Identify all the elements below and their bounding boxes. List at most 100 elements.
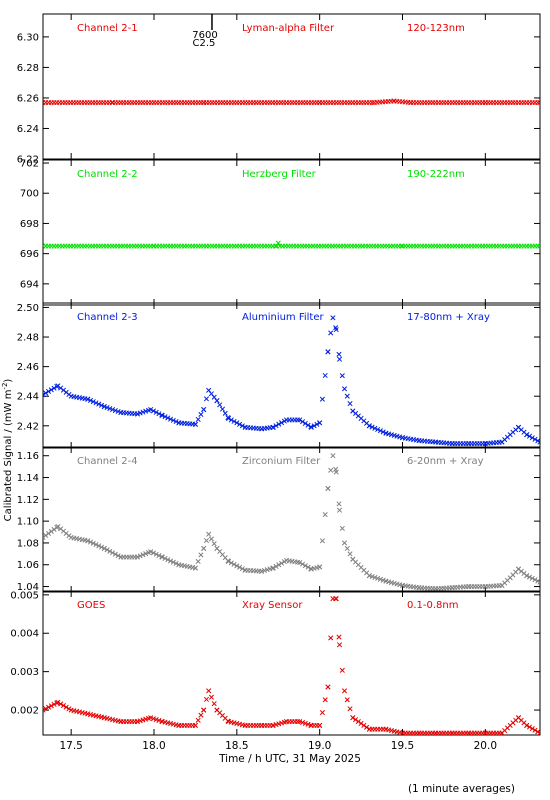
x-tick-label: 20.0: [474, 740, 497, 752]
data-point: [328, 467, 334, 473]
data-point: [336, 351, 342, 357]
data-point: [537, 439, 540, 445]
y-tick-label: 6.30: [17, 32, 39, 43]
data-point: [43, 392, 46, 398]
data-point: [380, 429, 386, 435]
data-point: [398, 243, 404, 249]
data-point: [366, 573, 372, 579]
y-tick-label: 1.08: [17, 538, 39, 549]
data-point: [341, 688, 348, 694]
data-point: [344, 545, 350, 551]
data-point: [308, 424, 314, 430]
data-point: [297, 417, 303, 423]
data-point: [319, 396, 325, 402]
panel-1: 6.22 6.24 6.26 6.28 6.30 Channel 2-1 Lyman-alp…: [17, 13, 541, 166]
data-point: [107, 405, 113, 412]
panel-frame: [42, 302, 541, 449]
data-point: [526, 724, 533, 730]
data-point: [201, 406, 207, 413]
data-point: [350, 715, 356, 721]
y-tick-label: 0.005: [10, 590, 39, 601]
data-point: [211, 701, 217, 707]
data-point: [203, 537, 210, 544]
data-point: [372, 574, 378, 581]
data-points: [43, 596, 540, 735]
data-point: [143, 551, 149, 557]
panel-3: 2.42 2.44 2.46 2.48 2.50 Channel 2-3 Aluminium…: [17, 302, 541, 449]
flare-marker: 7600 C2.5: [192, 14, 218, 49]
data-point: [85, 538, 91, 544]
data-point: [341, 386, 348, 392]
data-point: [85, 396, 91, 402]
data-point: [361, 722, 367, 728]
data-point: [234, 420, 240, 426]
data-point: [48, 387, 54, 393]
data-point: [237, 564, 243, 570]
data-point: [532, 577, 538, 583]
y-tick-label: 700: [20, 189, 39, 200]
data-point: [195, 558, 201, 565]
y-tick-label: 1.12: [17, 495, 39, 506]
y-tick-label: 0.004: [10, 629, 39, 640]
data-point: [299, 561, 306, 567]
y-tick-label: 1.14: [17, 473, 39, 484]
y-tick-label: 6.22: [17, 155, 39, 166]
panel-frame: [42, 590, 541, 736]
data-point: [198, 411, 204, 418]
data-point: [192, 722, 198, 728]
data-point: [104, 547, 110, 553]
data-point: [45, 704, 52, 710]
data-point: [153, 409, 159, 415]
data-point: [297, 719, 303, 725]
data-point: [295, 719, 301, 725]
flare-marker-class: C2.5: [193, 38, 216, 49]
data-point: [162, 555, 168, 561]
y-tick-label: 2.42: [17, 421, 39, 432]
data-point: [43, 707, 46, 713]
data-point: [112, 551, 118, 557]
data-point: [148, 549, 154, 555]
data-point: [529, 575, 535, 581]
data-point: [347, 401, 353, 407]
data-point: [372, 425, 378, 431]
data-point: [140, 409, 146, 415]
data-point: [380, 577, 386, 583]
data-point: [228, 560, 234, 566]
data-point: [305, 422, 311, 428]
data-point: [322, 697, 328, 703]
data-point: [358, 720, 364, 727]
data-point: [203, 696, 210, 702]
data-point: [195, 416, 201, 422]
data-point: [302, 420, 308, 426]
data-point: [156, 411, 162, 417]
data-point: [168, 416, 174, 422]
panels: 6.22 6.24 6.26 6.28 6.30 Channel 2-1 Lyman-alp…: [10, 13, 541, 736]
data-point: [369, 99, 375, 106]
y-tick-label: 1.06: [17, 560, 39, 571]
data-point: [140, 552, 146, 558]
data-point: [165, 415, 171, 421]
data-point: [319, 538, 325, 544]
band-label: 120-123nm: [407, 23, 465, 34]
data-point: [150, 408, 156, 414]
data-point: [153, 716, 159, 723]
y-tick-label: 2.50: [17, 303, 39, 314]
y-tick-label: 0.003: [10, 667, 39, 678]
data-point: [51, 701, 57, 707]
data-point: [305, 564, 311, 570]
data-point: [45, 388, 52, 395]
data-point: [201, 707, 207, 713]
data-point: [159, 412, 165, 419]
data-point: [110, 550, 116, 556]
data-point: [43, 706, 49, 712]
data-point: [524, 573, 530, 579]
data-point: [276, 562, 282, 568]
data-point: [143, 408, 149, 414]
data-point: [110, 406, 116, 413]
data-point: [93, 542, 99, 548]
data-point: [270, 424, 276, 430]
data-point: [322, 372, 328, 379]
data-point: [302, 720, 308, 726]
data-point: [192, 565, 198, 571]
